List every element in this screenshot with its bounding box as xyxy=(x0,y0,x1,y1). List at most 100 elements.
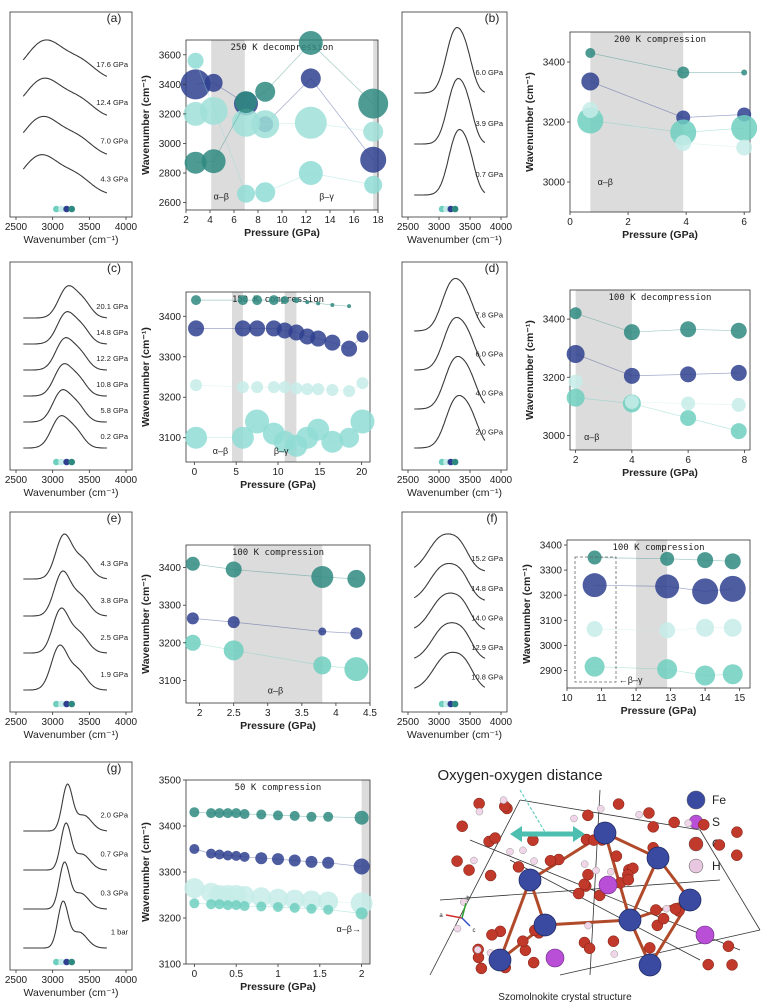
chart-title: 100 K compression xyxy=(232,548,324,558)
data-point xyxy=(185,426,208,449)
phase-annotation: α–β xyxy=(214,192,229,202)
mode-marker-dot xyxy=(68,958,76,966)
data-point xyxy=(234,885,255,906)
spectra-panel-a: (a) 17.6 GPa 12.4 GPa 7.0 GPa 4.3 GPa 2500 300… xyxy=(5,11,138,246)
data-point xyxy=(321,430,344,453)
data-point xyxy=(341,340,358,357)
data-point xyxy=(324,334,341,351)
spectrum-trace xyxy=(22,77,108,116)
y-axis-label: Wavenumber (cm⁻¹) xyxy=(140,822,152,922)
hydrogen-atom xyxy=(596,805,605,813)
x-tick-label: 18 xyxy=(372,215,384,226)
transition-band xyxy=(284,292,297,462)
x-tick-label: 15 xyxy=(734,693,746,704)
spectra-panel-g: (g) 2.0 GPa 0.7 GPa 0.3 GPa 1 bar 2500 3000 350… xyxy=(5,761,138,999)
x-tick-label: 0 xyxy=(567,217,573,228)
spectrum-trace xyxy=(23,285,107,319)
legend-label: S xyxy=(712,815,720,829)
y-tick-label: 3200 xyxy=(159,638,182,649)
y-tick-label: 3500 xyxy=(159,776,182,787)
data-point xyxy=(289,902,300,913)
hydrogen-atom xyxy=(580,860,589,868)
oxygen-atom xyxy=(643,807,655,819)
y-axis-label: Wavenumber (cm⁻¹) xyxy=(140,574,152,674)
oxygen-atom xyxy=(731,849,743,861)
x-tick-label: 3.5 xyxy=(295,708,309,719)
data-point xyxy=(201,149,226,174)
data-point xyxy=(284,889,305,910)
data-point xyxy=(186,612,199,625)
oxygen-atom xyxy=(473,797,485,810)
x-tick-label: 2 xyxy=(625,217,631,228)
data-point xyxy=(214,849,225,860)
crystal-structure-panel: Oxygen-oxygen distanceFeSOHabcSzomolnoki… xyxy=(429,767,761,1003)
data-point xyxy=(191,295,202,306)
x-tick-label: 2500 xyxy=(5,222,28,233)
data-point xyxy=(322,856,335,869)
phase-annotation: α–β→ xyxy=(337,924,361,934)
x-tick-label: 11 xyxy=(596,693,607,704)
data-point xyxy=(189,898,200,909)
phase-annotation: α–β xyxy=(598,177,613,187)
mode-marker-dot xyxy=(53,700,60,708)
data-point xyxy=(239,851,250,862)
crystal-caption: Szomolnokite crystal structure xyxy=(498,992,632,1003)
iron-atom xyxy=(488,948,512,972)
spectra-frame xyxy=(9,261,133,471)
phase-annotation: α–β xyxy=(213,446,228,456)
data-point xyxy=(222,850,233,861)
data-point xyxy=(199,96,228,125)
spectrum-label: 14.8 GPa xyxy=(96,328,129,337)
data-point xyxy=(256,901,267,912)
arrowhead-right xyxy=(573,826,585,842)
scatter-panel-b: 200 K compression 0 2 4 6 3000 3200 3400 Pressur… xyxy=(524,31,758,241)
unit-cell-edge xyxy=(699,829,761,931)
spectra-frame xyxy=(401,11,508,218)
data-point xyxy=(677,66,690,79)
phase-annotation: α–β xyxy=(584,432,599,442)
spectra-frame xyxy=(9,761,133,971)
panel-letter: (e) xyxy=(107,511,122,525)
panel-letter: (c) xyxy=(107,261,121,275)
spectrum-trace xyxy=(23,861,107,910)
x-tick-label: 13 xyxy=(665,693,677,704)
data-point xyxy=(298,161,323,186)
data-point xyxy=(234,320,251,337)
y-axis-label: Wavenumber (cm⁻¹) xyxy=(140,327,152,427)
oxygen-atom xyxy=(517,935,529,947)
oxygen-atom xyxy=(544,855,557,867)
data-point xyxy=(214,899,225,910)
x-tick-label: 4000 xyxy=(115,475,138,486)
mode-marker-dot xyxy=(451,700,459,708)
spectrum-label: 2.0 GPa xyxy=(475,427,503,436)
data-point xyxy=(288,854,301,867)
oxygen-atom xyxy=(650,904,662,916)
data-point xyxy=(187,52,204,69)
spectrum-label: 12.4 GPa xyxy=(96,98,129,107)
mode-marker-dot xyxy=(451,458,459,466)
data-point xyxy=(323,811,334,822)
iron-atom xyxy=(678,888,702,912)
mode-marker-dot xyxy=(68,458,76,466)
legend-atom-fe xyxy=(686,790,706,810)
data-point xyxy=(318,627,327,636)
spectrum-label: 10.8 GPa xyxy=(96,380,129,389)
data-point xyxy=(722,664,743,685)
oxygen-atom xyxy=(484,869,497,882)
data-point xyxy=(692,578,719,605)
y-tick-label: 3200 xyxy=(159,393,182,404)
spectra-panel-c: (c) 20.1 GPa 14.8 GPa 12.2 GPa 10.8 GPa 5.8 G… xyxy=(5,261,138,499)
data-point xyxy=(306,903,317,914)
x-tick-label: 3 xyxy=(265,708,271,719)
data-point xyxy=(695,665,716,686)
mode-marker-dot xyxy=(63,205,70,213)
y-tick-label: 3000 xyxy=(543,431,566,442)
data-point xyxy=(301,383,314,396)
data-point xyxy=(343,385,356,398)
y-tick-label: 3300 xyxy=(159,868,182,879)
data-point xyxy=(305,300,310,305)
scatter-panel-a: 250 K decompression 2 4 6 8 10 12 14 16 18 2600 280… xyxy=(140,30,389,239)
spectrum-label: 2.0 GPa xyxy=(100,810,128,819)
data-point xyxy=(184,634,201,651)
